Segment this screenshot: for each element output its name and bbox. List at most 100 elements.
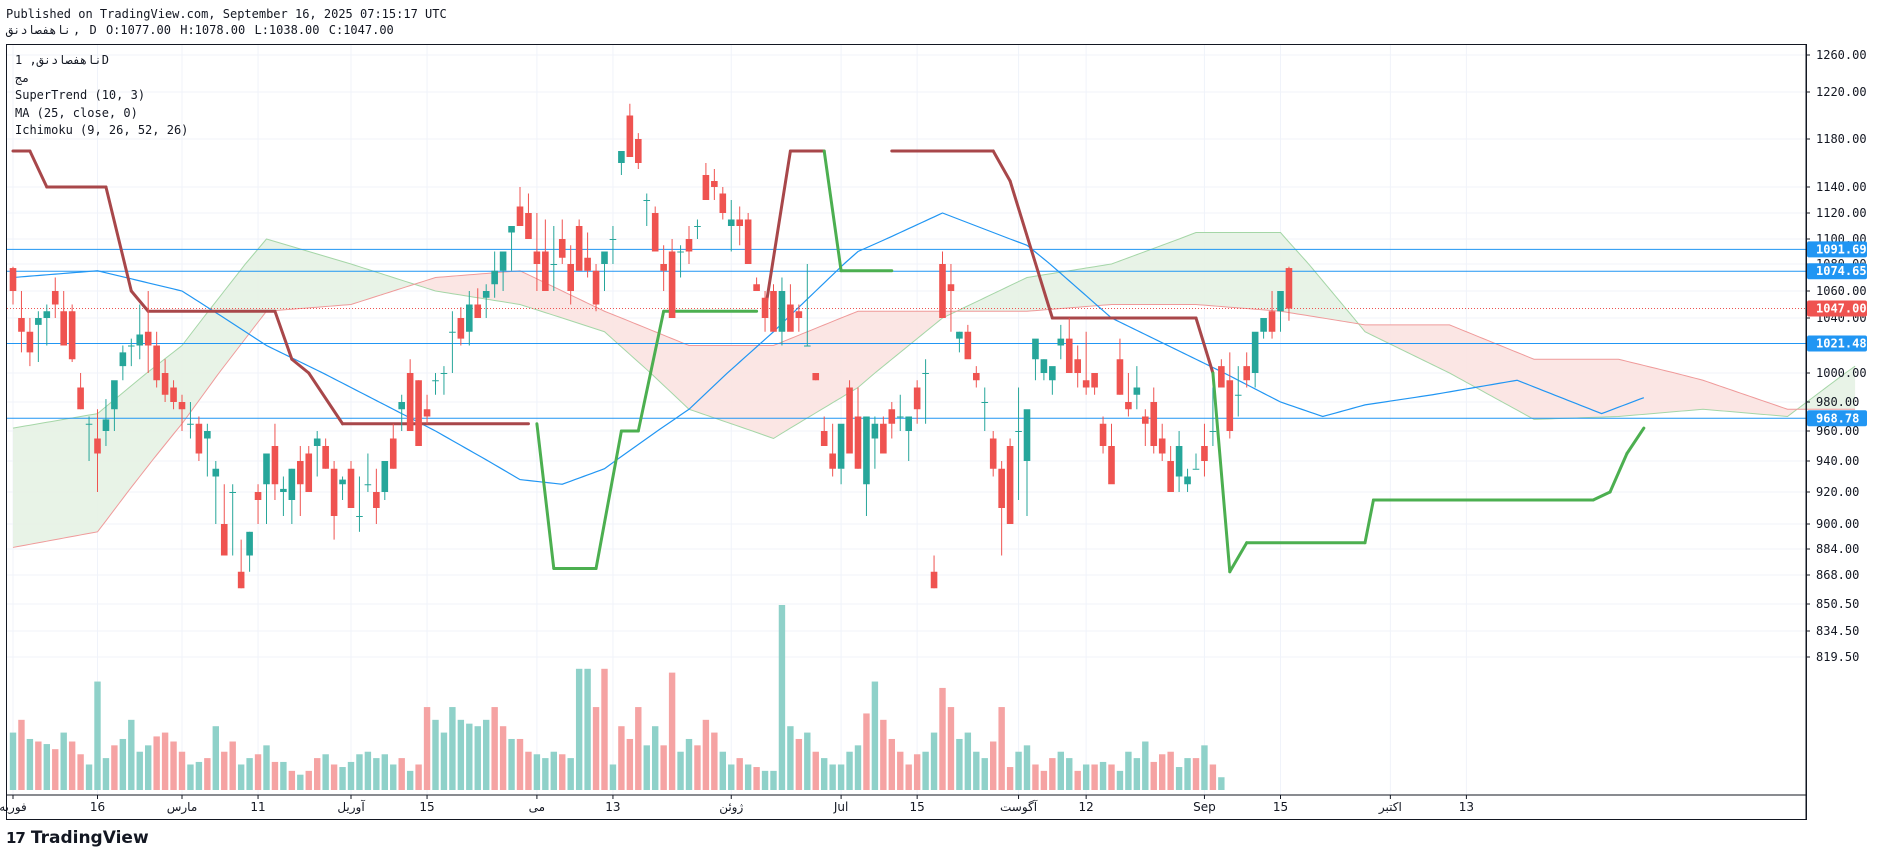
volume-bar	[744, 764, 752, 790]
candle	[930, 571, 938, 589]
volume-bar	[913, 754, 921, 790]
candle	[981, 402, 989, 403]
candle	[668, 251, 676, 318]
candle	[457, 318, 465, 339]
volume-bar	[1142, 741, 1149, 790]
legend-ma[interactable]: MA (25, close, 0)	[15, 105, 138, 120]
candle	[499, 251, 507, 271]
price-tick-label: 1180.00	[1816, 132, 1867, 146]
candle	[449, 331, 456, 333]
volume-bar	[685, 738, 693, 790]
volume-bar	[356, 754, 363, 790]
candle	[212, 468, 220, 477]
volume-bar	[787, 726, 794, 790]
volume-bar	[1066, 758, 1073, 790]
price-tick-label: 960.00	[1816, 424, 1859, 438]
candle	[660, 264, 667, 271]
volume-bar	[677, 751, 684, 790]
candle	[787, 304, 794, 332]
volume-bar	[153, 736, 160, 790]
candle	[542, 251, 549, 291]
candle	[1277, 291, 1284, 312]
supertrend-line	[290, 357, 311, 375]
candle	[795, 311, 803, 318]
volume-bar	[457, 719, 465, 790]
volume-bar	[888, 738, 895, 790]
volume-bar	[339, 767, 346, 790]
volume-bar	[297, 774, 304, 790]
volume-bar	[947, 707, 955, 790]
supertrend-line	[1228, 541, 1249, 574]
volume-bar	[626, 738, 634, 790]
candle	[1184, 476, 1191, 485]
candle	[820, 431, 828, 446]
volume-bar	[1201, 745, 1208, 790]
candle	[1057, 338, 1065, 346]
volume-bar	[60, 732, 67, 790]
tradingview-brand[interactable]: 17 TradingView	[6, 828, 149, 848]
volume-bar	[347, 761, 355, 790]
candle	[381, 461, 389, 492]
candle	[254, 492, 262, 500]
volume-bar	[854, 745, 862, 790]
volume-bar	[829, 764, 836, 790]
ichimoku-cloud-bear	[418, 270, 960, 439]
candle	[1260, 318, 1267, 332]
candle	[702, 175, 710, 200]
volume-bar	[195, 761, 203, 790]
volume-bar	[871, 681, 879, 790]
candle	[220, 524, 228, 556]
candle	[1108, 446, 1115, 485]
legend-symbol[interactable]: ناهفصادنق, 1D	[15, 53, 109, 67]
candle	[128, 345, 135, 347]
candle	[905, 416, 912, 431]
price-tick-label: 1140.00	[1816, 180, 1867, 194]
published-text: Published on TradingView.com, September …	[6, 7, 447, 21]
candle	[871, 423, 879, 439]
legend-supertrend[interactable]: SuperTrend (10, 3)	[15, 88, 146, 102]
volume-bar	[880, 719, 887, 790]
volume-bar	[550, 751, 557, 790]
candle	[973, 373, 980, 381]
volume-bar	[237, 764, 245, 790]
volume-bar	[221, 751, 228, 790]
price-label: 1091.69	[1816, 242, 1867, 256]
time-tick-label: 12	[1079, 800, 1094, 814]
supertrend-line	[273, 309, 294, 361]
volume-bar	[314, 758, 321, 790]
candle	[246, 531, 253, 556]
volume-bar	[702, 719, 710, 790]
volume-bar	[1108, 764, 1115, 790]
candle	[102, 419, 110, 431]
volume-bar	[406, 770, 414, 790]
candle	[516, 206, 524, 226]
volume-bar	[1133, 758, 1141, 790]
volume-bar	[449, 707, 456, 790]
candle	[778, 291, 786, 332]
legend-ichimoku[interactable]: Ichimoku (9, 26, 52, 26)	[15, 123, 189, 137]
candle	[356, 516, 363, 517]
time-tick-label: 13	[1459, 800, 1474, 814]
volume-bar	[863, 713, 870, 790]
supertrend-line	[822, 149, 843, 273]
volume-bar	[288, 770, 296, 790]
candle	[187, 423, 194, 425]
candle	[161, 373, 169, 395]
candle	[271, 446, 279, 485]
candle	[643, 200, 651, 201]
volume-bar	[575, 668, 583, 790]
legend-study-volume[interactable]: مج	[15, 70, 30, 85]
senkou-b-line	[12, 270, 1856, 548]
candle	[1243, 366, 1250, 381]
price-tick-label: 1120.00	[1816, 206, 1867, 220]
volume-bar	[68, 741, 76, 790]
candle	[432, 380, 439, 382]
volume-bar	[305, 770, 312, 790]
volume-bar	[1167, 751, 1174, 790]
candle	[389, 438, 397, 469]
candle	[964, 331, 972, 360]
candle	[956, 331, 963, 339]
ichimoku-cloud-bull	[13, 239, 419, 548]
volume-bar	[9, 732, 17, 790]
